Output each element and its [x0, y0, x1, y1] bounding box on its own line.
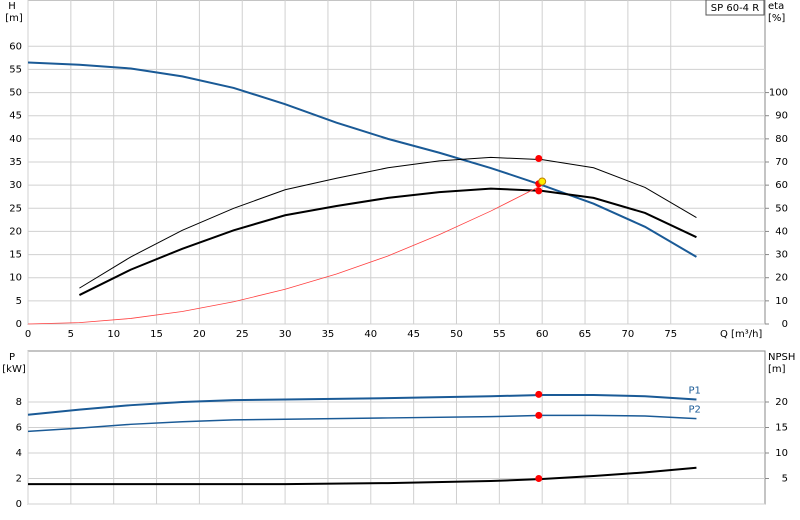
y2-tick-label: 100 — [769, 88, 788, 99]
y-label: P — [9, 352, 15, 363]
y-tick-label: 5 — [16, 296, 22, 307]
y-tick-label: 40 — [9, 134, 22, 145]
y-tick-label: 20 — [9, 226, 22, 237]
x-tick-label: 25 — [236, 329, 249, 340]
curve — [27, 61, 697, 258]
curve — [79, 156, 697, 289]
y2-tick-label: 10 — [775, 448, 788, 459]
series-label: P1 — [688, 385, 700, 396]
curve — [27, 184, 543, 325]
x-label: Q [m³/h] — [720, 329, 762, 340]
y-label: H — [8, 1, 16, 12]
y-tick-label: 0 — [16, 319, 22, 330]
y-tick-label: 30 — [9, 180, 22, 191]
x-tick-label: 50 — [450, 329, 463, 340]
x-tick-label: 15 — [150, 329, 163, 340]
x-tick-label: 55 — [493, 329, 506, 340]
y-tick-label: 60 — [9, 41, 22, 52]
operating-point — [535, 411, 543, 419]
y2-tick-label: 5 — [782, 474, 788, 485]
label: SP 60-4 R — [711, 3, 759, 14]
y-tick-label: 25 — [9, 203, 22, 214]
curve — [27, 414, 697, 433]
operating-point — [535, 187, 543, 195]
y2-tick-label: 60 — [775, 180, 788, 191]
curve — [27, 393, 697, 416]
y-tick-label: 2 — [16, 474, 22, 485]
series-label: P2 — [688, 405, 700, 416]
x-tick-label: 60 — [536, 329, 549, 340]
label-box — [705, 0, 765, 16]
operating-point — [535, 475, 543, 482]
x-tick-label: 40 — [364, 329, 377, 340]
x-tick-label: 45 — [407, 329, 420, 340]
curve — [78, 187, 697, 296]
curve — [28, 466, 697, 486]
y2-label: eta — [768, 1, 784, 12]
x-tick-label: 10 — [107, 329, 120, 340]
x-tick-label: 65 — [579, 329, 592, 340]
y-tick-label: 50 — [9, 88, 22, 99]
y2-tick-label: 10 — [775, 296, 788, 307]
x-tick-label: 20 — [193, 329, 206, 340]
y2-tick-label: 30 — [775, 250, 788, 261]
y-tick-label: 45 — [9, 111, 22, 122]
y-tick-label: 10 — [9, 273, 22, 284]
y2-unit: [%] — [768, 13, 785, 24]
y2-unit: [m] — [768, 364, 786, 375]
y2-tick-label: 0 — [782, 319, 788, 330]
y-tick-label: 15 — [9, 250, 22, 261]
y-tick-label: 55 — [9, 64, 22, 75]
y-tick-label: 35 — [9, 157, 22, 168]
y2-tick-label: 20 — [775, 273, 788, 284]
x-tick-label: 30 — [279, 329, 292, 340]
y2-tick-label: 40 — [775, 226, 788, 237]
y-tick-label: 4 — [16, 448, 22, 459]
y-tick-label: 6 — [16, 423, 22, 434]
x-tick-label: 35 — [322, 329, 335, 340]
y-tick-label: 8 — [16, 397, 22, 408]
y2-tick-label: 90 — [775, 111, 788, 122]
y-tick-label: 0 — [16, 499, 22, 510]
y2-tick-label: 15 — [775, 423, 788, 434]
operating-point — [535, 155, 543, 163]
y2-tick-label: 50 — [775, 203, 788, 214]
operating-point — [538, 177, 547, 186]
y-unit: [m] — [5, 13, 23, 24]
x-tick-label: 0 — [25, 329, 31, 340]
operating-point — [535, 390, 543, 398]
y2-tick-label: 20 — [775, 397, 788, 408]
x-tick-label: 75 — [664, 329, 677, 340]
x-tick-label: 5 — [68, 329, 74, 340]
y2-tick-label: 80 — [775, 134, 788, 145]
y2-tick-label: 70 — [775, 157, 788, 168]
y-unit: [kW] — [2, 364, 26, 375]
x-tick-label: 70 — [622, 329, 635, 340]
y2-label: NPSH — [768, 352, 795, 363]
